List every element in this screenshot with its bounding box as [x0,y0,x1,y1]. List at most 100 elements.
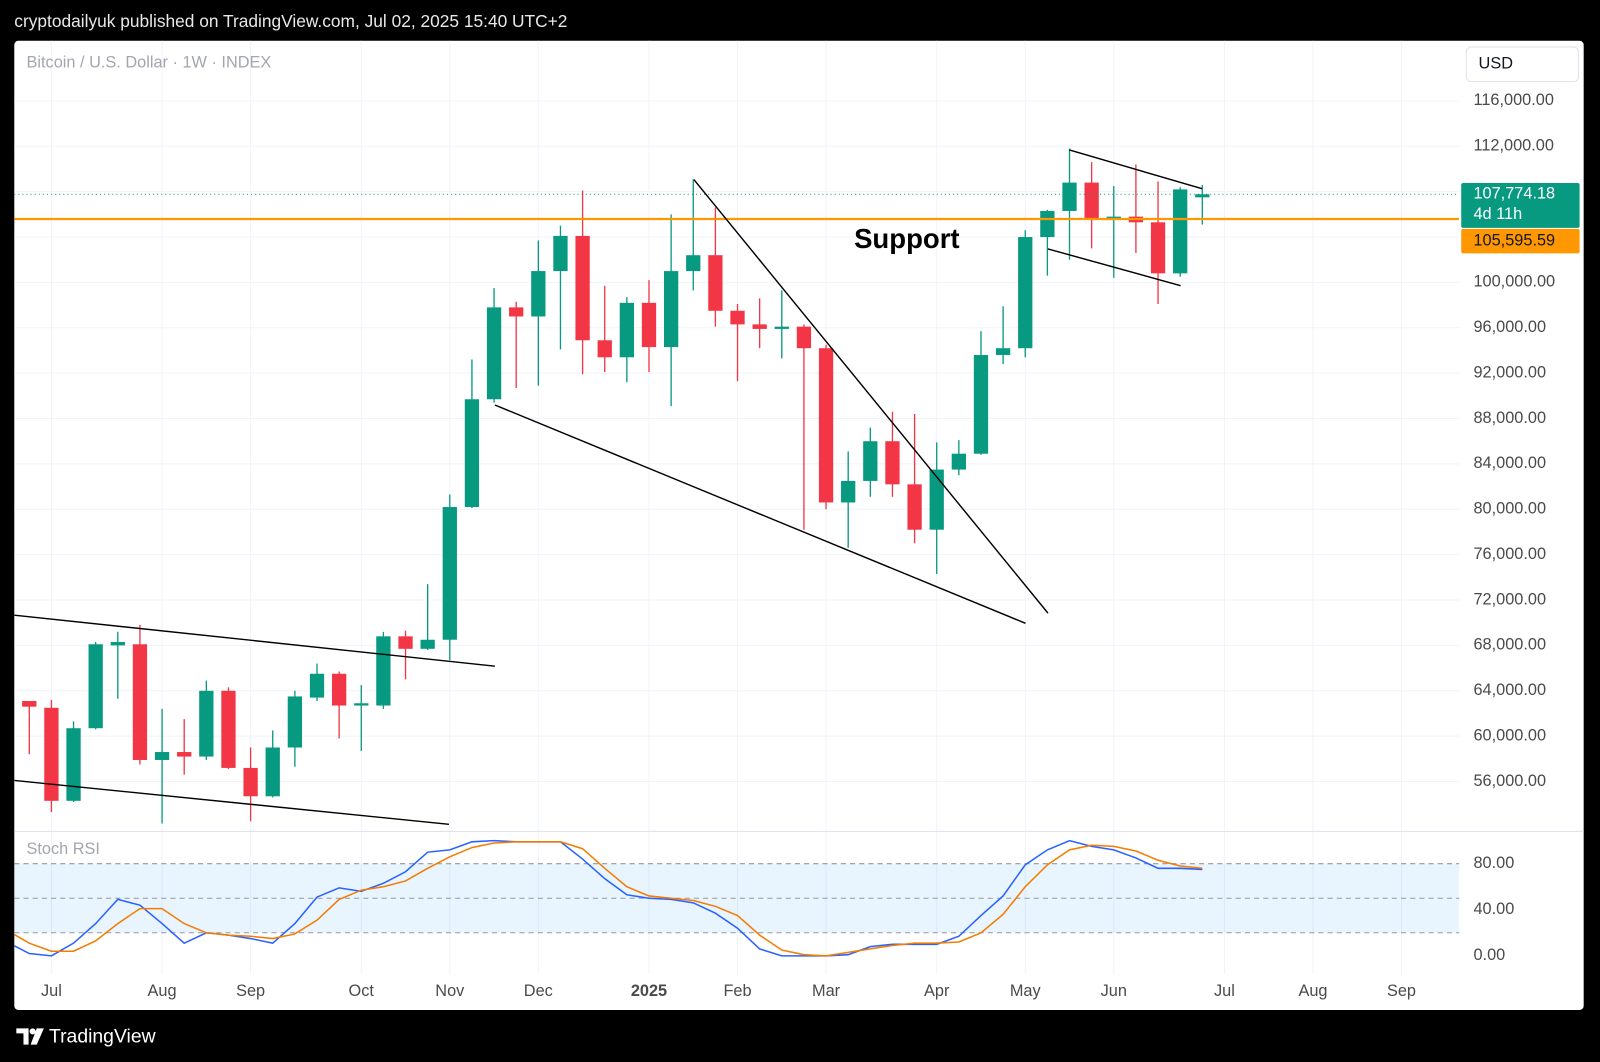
candle-body [575,235,590,341]
y-tick-label: 76,000.00 [1473,545,1546,563]
candle-body [885,441,900,485]
y-tick-label: 80,000.00 [1473,500,1546,518]
x-tick-label: Aug [1298,982,1327,1000]
candle-body [619,302,634,358]
candle-body [774,326,789,329]
candle-body [177,752,192,757]
y-tick-label: 116,000.00 [1473,91,1553,109]
symbol-title: Bitcoin / U.S. Dollar · 1W · INDEX [27,54,272,72]
last-price-tag [1461,183,1580,228]
candle-body [1195,194,1210,198]
candle-body [354,703,369,706]
support-annotation: Support [854,223,960,254]
header-text: cryptodailyuk published on TradingView.c… [14,11,567,31]
candle-body [1150,222,1166,274]
candle-body [796,326,812,349]
rsi-line [14,841,1203,957]
candle-body [597,340,612,358]
logo-part [16,1028,29,1045]
y-tick-label: 60,000.00 [1473,726,1546,744]
candle-body [553,235,568,272]
candle-body [841,480,856,503]
trendline [494,404,1026,624]
candle-body [863,441,878,481]
candle-body [1084,182,1099,221]
y-tick-label: 56,000.00 [1473,772,1546,790]
x-tick-label: Dec [524,982,553,1000]
x-tick-label: 2025 [631,982,667,1000]
trendline [693,179,1049,614]
candle-body [331,673,347,706]
candle-body [243,767,258,797]
chart-panel [14,40,1584,1010]
support-tag [1461,228,1580,254]
candle-body [708,255,723,311]
x-tick-label: Mar [812,982,841,1000]
candle-body [110,642,125,646]
y-tick-label: 88,000.00 [1473,409,1546,427]
candle-body [44,707,59,801]
y-tick-label: 72,000.00 [1473,590,1546,608]
axis-layer: 56,000.00 60,000.00 64,000.00 68,000.00 72,0… [41,91,1580,1000]
candle-body [66,728,81,801]
y-tick-label: 92,000.00 [1473,363,1546,381]
footer-logo [16,1028,44,1045]
candle-body [1062,182,1077,211]
candle-body [221,690,236,768]
candle-body [752,324,767,329]
candle-body [907,484,922,530]
rsi-tick-label: 40.00 [1473,900,1514,918]
candle-body [154,752,170,760]
last-price-label: 107,774.18 [1473,185,1555,203]
currency-button[interactable] [1465,46,1580,83]
x-tick-label: Sep [1387,982,1416,1000]
candle-body [531,271,546,317]
y-tick-label: 68,000.00 [1473,636,1546,654]
x-tick-label: Jun [1101,982,1127,1000]
candle-body [442,507,457,640]
candle-body [132,644,148,760]
y-tick-label: 84,000.00 [1473,454,1546,472]
trendline [1047,248,1181,287]
candle-body [309,673,325,698]
indicator-title: Stoch RSI [27,840,100,858]
x-tick-label: Oct [349,982,375,1000]
candle-body [376,636,391,706]
grid-layer [14,40,1584,975]
trendlines [14,149,1203,826]
countdown-label: 4d 11h [1473,205,1522,223]
candle-body [464,399,480,508]
candle-body [1040,210,1055,238]
y-tick-label: 100,000.00 [1473,273,1555,291]
candle-body [22,700,37,707]
candle-body [398,636,413,649]
support-label: 105,595.59 [1473,231,1555,249]
data-layer [14,148,1460,957]
candle-body [951,453,966,470]
candle-body [1173,189,1188,274]
x-tick-label: Jul [1214,982,1235,1000]
candle-body [287,696,303,748]
trendline [1069,149,1203,190]
candle-body [88,644,103,729]
logo-part [29,1028,36,1035]
x-tick-label: Aug [148,982,177,1000]
x-tick-label: Nov [435,982,465,1000]
candle-body [686,255,701,272]
rsi-band [14,863,1460,933]
candle-body [199,690,214,757]
y-tick-label: 64,000.00 [1473,681,1546,699]
y-tick-label: 96,000.00 [1473,318,1546,336]
candle-body [509,307,524,317]
y-tick-label: 112,000.00 [1473,137,1553,155]
x-tick-label: May [1010,982,1042,1000]
candle-body [730,310,745,325]
candle-body [929,469,944,530]
candle-body [265,747,280,797]
trendline [14,779,450,826]
trendline [14,614,495,667]
currency-label[interactable]: USD [1479,55,1513,73]
x-tick-label: Jul [41,982,62,1000]
rsi-tick-label: 0.00 [1473,946,1505,964]
